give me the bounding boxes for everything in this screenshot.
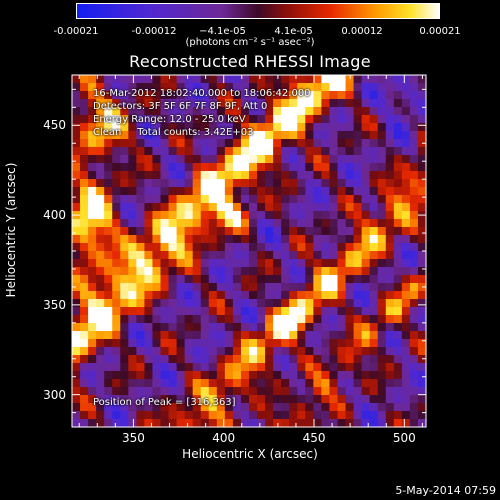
x-axis-label: Heliocentric X (arcsec)	[182, 447, 318, 461]
colorbar-units-label: (photons cm⁻² s⁻¹ asec⁻²)	[185, 37, 315, 48]
colorbar-tick-label: −4.1e-05	[199, 26, 246, 37]
y-tick-label: 450	[43, 118, 66, 133]
energy-range-annotation: Energy Range: 12.0 - 25.0 keV	[93, 114, 246, 125]
total-counts-annotation: Clean Total counts: 3.42E+03	[93, 127, 254, 138]
x-tick-label: 450	[302, 431, 326, 445]
x-tick-label: 400	[212, 431, 236, 445]
colorbar-tick-label: 0.00012	[341, 26, 383, 37]
chart-title: Reconstructed RHESSI Image	[129, 52, 371, 71]
colorbar-tick-label: 0.00021	[419, 26, 461, 37]
heatmap-cells	[72, 75, 427, 428]
time-range-annotation: 16-Mar-2012 18:02:40.000 to 18:06:42.000	[93, 88, 311, 99]
colorbar-tick-label: -0.00012	[131, 26, 177, 37]
x-tick-label: 500	[392, 431, 416, 445]
x-tick-label: 350	[121, 431, 145, 445]
detectors-annotation: Detectors: 3F 5F 6F 7F 8F 9F, Att 0	[93, 101, 268, 112]
peak-position-annotation: Position of Peak = [316,363]	[93, 397, 236, 408]
footer-date: 5-May-2014 07:59	[395, 484, 496, 497]
colorbar-tick-label: -0.00021	[53, 26, 99, 37]
y-axis-label: Heliocentric Y (arcsec)	[4, 162, 18, 298]
y-tick-label: 400	[43, 208, 66, 223]
colorbar	[76, 3, 440, 19]
colorbar-tick-label: 4.1e-05	[274, 26, 313, 37]
y-tick-label: 300	[43, 387, 66, 402]
y-tick-label: 350	[43, 297, 66, 312]
